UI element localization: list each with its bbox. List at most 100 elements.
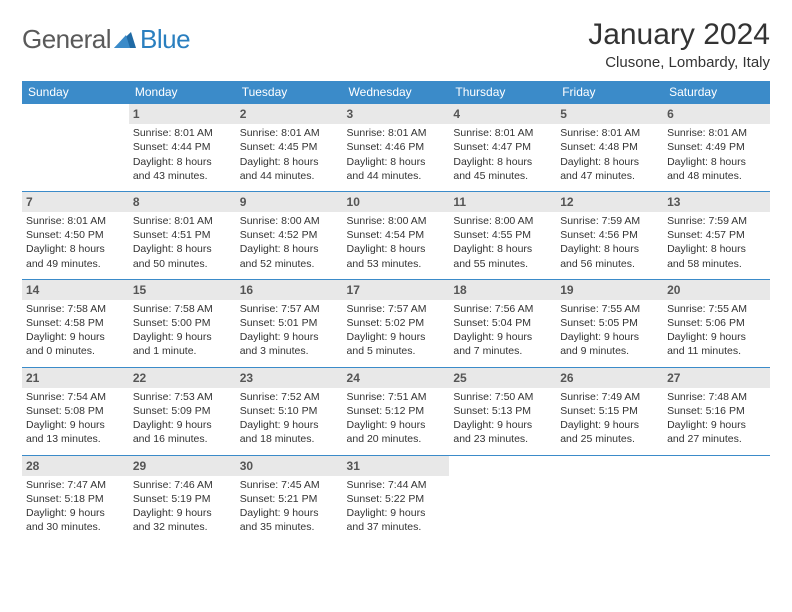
- day-cell: 21Sunrise: 7:54 AM Sunset: 5:08 PM Dayli…: [22, 367, 129, 455]
- day-info: Sunrise: 7:44 AM Sunset: 5:22 PM Dayligh…: [347, 478, 446, 535]
- day-header: Saturday: [663, 81, 770, 104]
- day-number: 30: [236, 456, 343, 476]
- day-cell: 3Sunrise: 8:01 AM Sunset: 4:46 PM Daylig…: [343, 104, 450, 192]
- day-cell: 25Sunrise: 7:50 AM Sunset: 5:13 PM Dayli…: [449, 367, 556, 455]
- day-info: Sunrise: 7:57 AM Sunset: 5:02 PM Dayligh…: [347, 302, 446, 359]
- calendar-header-row: SundayMondayTuesdayWednesdayThursdayFrid…: [22, 81, 770, 104]
- day-cell: 26Sunrise: 7:49 AM Sunset: 5:15 PM Dayli…: [556, 367, 663, 455]
- day-number: 14: [22, 280, 129, 300]
- title-block: January 2024 Clusone, Lombardy, Italy: [588, 18, 770, 71]
- day-number: 4: [449, 104, 556, 124]
- day-cell: 10Sunrise: 8:00 AM Sunset: 4:54 PM Dayli…: [343, 191, 450, 279]
- day-cell: 11Sunrise: 8:00 AM Sunset: 4:55 PM Dayli…: [449, 191, 556, 279]
- day-number: 23: [236, 368, 343, 388]
- day-number: 17: [343, 280, 450, 300]
- day-info: Sunrise: 7:59 AM Sunset: 4:56 PM Dayligh…: [560, 214, 659, 271]
- day-number: 28: [22, 456, 129, 476]
- day-info: Sunrise: 8:01 AM Sunset: 4:44 PM Dayligh…: [133, 126, 232, 183]
- day-info: Sunrise: 7:54 AM Sunset: 5:08 PM Dayligh…: [26, 390, 125, 447]
- day-info: Sunrise: 7:57 AM Sunset: 5:01 PM Dayligh…: [240, 302, 339, 359]
- day-cell: 18Sunrise: 7:56 AM Sunset: 5:04 PM Dayli…: [449, 279, 556, 367]
- day-number: 24: [343, 368, 450, 388]
- day-info: Sunrise: 8:01 AM Sunset: 4:48 PM Dayligh…: [560, 126, 659, 183]
- day-number: 5: [556, 104, 663, 124]
- day-number: 8: [129, 192, 236, 212]
- day-number: 1: [129, 104, 236, 124]
- day-info: Sunrise: 8:01 AM Sunset: 4:46 PM Dayligh…: [347, 126, 446, 183]
- day-cell: 24Sunrise: 7:51 AM Sunset: 5:12 PM Dayli…: [343, 367, 450, 455]
- day-info: Sunrise: 7:46 AM Sunset: 5:19 PM Dayligh…: [133, 478, 232, 535]
- month-title: January 2024: [588, 18, 770, 52]
- day-number: 6: [663, 104, 770, 124]
- brand-part2: Blue: [140, 24, 190, 55]
- day-number: 19: [556, 280, 663, 300]
- day-cell: 13Sunrise: 7:59 AM Sunset: 4:57 PM Dayli…: [663, 191, 770, 279]
- day-info: Sunrise: 7:59 AM Sunset: 4:57 PM Dayligh…: [667, 214, 766, 271]
- day-number: 22: [129, 368, 236, 388]
- day-number: 11: [449, 192, 556, 212]
- day-number: 29: [129, 456, 236, 476]
- day-cell: 5Sunrise: 8:01 AM Sunset: 4:48 PM Daylig…: [556, 104, 663, 192]
- day-cell: 28Sunrise: 7:47 AM Sunset: 5:18 PM Dayli…: [22, 455, 129, 542]
- day-info: Sunrise: 8:00 AM Sunset: 4:52 PM Dayligh…: [240, 214, 339, 271]
- day-cell: 6Sunrise: 8:01 AM Sunset: 4:49 PM Daylig…: [663, 104, 770, 192]
- location: Clusone, Lombardy, Italy: [588, 54, 770, 71]
- day-number: 26: [556, 368, 663, 388]
- day-info: Sunrise: 8:01 AM Sunset: 4:50 PM Dayligh…: [26, 214, 125, 271]
- day-number: 27: [663, 368, 770, 388]
- day-info: Sunrise: 8:00 AM Sunset: 4:54 PM Dayligh…: [347, 214, 446, 271]
- day-info: Sunrise: 8:01 AM Sunset: 4:49 PM Dayligh…: [667, 126, 766, 183]
- day-info: Sunrise: 7:52 AM Sunset: 5:10 PM Dayligh…: [240, 390, 339, 447]
- day-number: 9: [236, 192, 343, 212]
- calendar-table: SundayMondayTuesdayWednesdayThursdayFrid…: [22, 81, 770, 542]
- brand-triangle-icon: [114, 30, 136, 48]
- day-cell: 17Sunrise: 7:57 AM Sunset: 5:02 PM Dayli…: [343, 279, 450, 367]
- week-row: 14Sunrise: 7:58 AM Sunset: 4:58 PM Dayli…: [22, 279, 770, 367]
- day-number: 7: [22, 192, 129, 212]
- day-number: 10: [343, 192, 450, 212]
- day-number: 20: [663, 280, 770, 300]
- day-number: 18: [449, 280, 556, 300]
- day-header: Sunday: [22, 81, 129, 104]
- day-cell: 9Sunrise: 8:00 AM Sunset: 4:52 PM Daylig…: [236, 191, 343, 279]
- day-cell: 7Sunrise: 8:01 AM Sunset: 4:50 PM Daylig…: [22, 191, 129, 279]
- week-row: 1Sunrise: 8:01 AM Sunset: 4:44 PM Daylig…: [22, 104, 770, 192]
- day-header: Wednesday: [343, 81, 450, 104]
- day-cell: 30Sunrise: 7:45 AM Sunset: 5:21 PM Dayli…: [236, 455, 343, 542]
- day-cell: [556, 455, 663, 542]
- day-cell: 22Sunrise: 7:53 AM Sunset: 5:09 PM Dayli…: [129, 367, 236, 455]
- day-info: Sunrise: 8:01 AM Sunset: 4:51 PM Dayligh…: [133, 214, 232, 271]
- day-header: Tuesday: [236, 81, 343, 104]
- week-row: 21Sunrise: 7:54 AM Sunset: 5:08 PM Dayli…: [22, 367, 770, 455]
- day-cell: 31Sunrise: 7:44 AM Sunset: 5:22 PM Dayli…: [343, 455, 450, 542]
- day-cell: 1Sunrise: 8:01 AM Sunset: 4:44 PM Daylig…: [129, 104, 236, 192]
- day-number: 15: [129, 280, 236, 300]
- day-cell: 29Sunrise: 7:46 AM Sunset: 5:19 PM Dayli…: [129, 455, 236, 542]
- day-info: Sunrise: 7:50 AM Sunset: 5:13 PM Dayligh…: [453, 390, 552, 447]
- day-header: Thursday: [449, 81, 556, 104]
- day-cell: 23Sunrise: 7:52 AM Sunset: 5:10 PM Dayli…: [236, 367, 343, 455]
- day-cell: 15Sunrise: 7:58 AM Sunset: 5:00 PM Dayli…: [129, 279, 236, 367]
- day-cell: 14Sunrise: 7:58 AM Sunset: 4:58 PM Dayli…: [22, 279, 129, 367]
- day-info: Sunrise: 7:58 AM Sunset: 4:58 PM Dayligh…: [26, 302, 125, 359]
- day-number: 25: [449, 368, 556, 388]
- day-info: Sunrise: 7:58 AM Sunset: 5:00 PM Dayligh…: [133, 302, 232, 359]
- day-cell: 16Sunrise: 7:57 AM Sunset: 5:01 PM Dayli…: [236, 279, 343, 367]
- day-cell: [449, 455, 556, 542]
- calendar-body: 1Sunrise: 8:01 AM Sunset: 4:44 PM Daylig…: [22, 104, 770, 543]
- day-info: Sunrise: 7:51 AM Sunset: 5:12 PM Dayligh…: [347, 390, 446, 447]
- day-cell: 4Sunrise: 8:01 AM Sunset: 4:47 PM Daylig…: [449, 104, 556, 192]
- day-header: Friday: [556, 81, 663, 104]
- day-cell: 20Sunrise: 7:55 AM Sunset: 5:06 PM Dayli…: [663, 279, 770, 367]
- day-info: Sunrise: 7:55 AM Sunset: 5:05 PM Dayligh…: [560, 302, 659, 359]
- day-number: 12: [556, 192, 663, 212]
- day-number: 31: [343, 456, 450, 476]
- day-cell: 2Sunrise: 8:01 AM Sunset: 4:45 PM Daylig…: [236, 104, 343, 192]
- week-row: 28Sunrise: 7:47 AM Sunset: 5:18 PM Dayli…: [22, 455, 770, 542]
- day-number: 21: [22, 368, 129, 388]
- week-row: 7Sunrise: 8:01 AM Sunset: 4:50 PM Daylig…: [22, 191, 770, 279]
- day-number: 13: [663, 192, 770, 212]
- day-cell: [663, 455, 770, 542]
- page-header: General Blue January 2024 Clusone, Lomba…: [22, 18, 770, 71]
- day-info: Sunrise: 7:56 AM Sunset: 5:04 PM Dayligh…: [453, 302, 552, 359]
